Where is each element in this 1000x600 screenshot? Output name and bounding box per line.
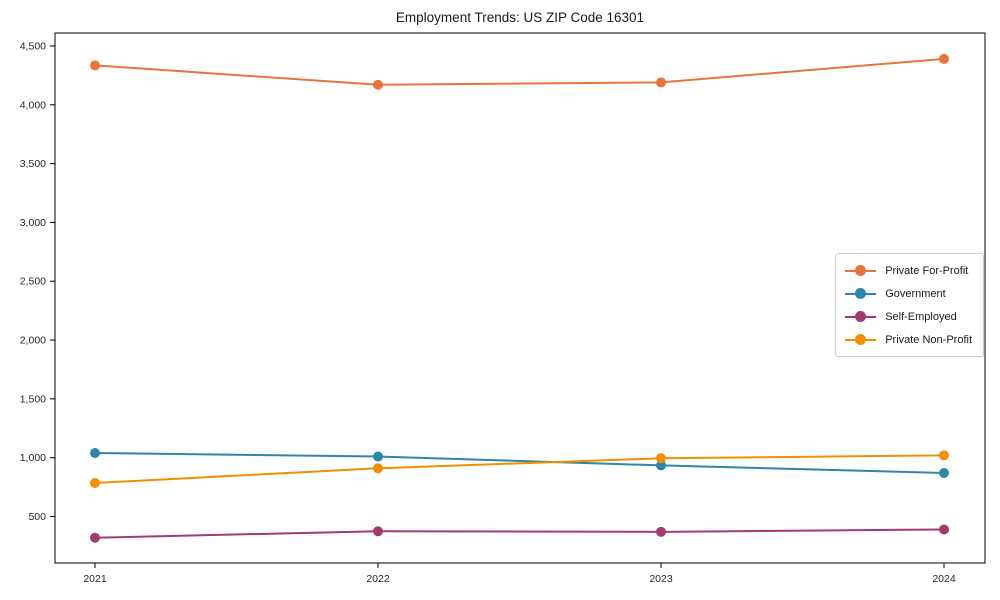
data-point-private-non-profit <box>373 463 383 474</box>
legend-marker-icon <box>845 288 877 299</box>
data-point-self-employed <box>373 526 383 537</box>
data-point-private-for-profit <box>373 79 383 90</box>
y-axis-tick-label: 4,000 <box>20 99 46 111</box>
legend-dot-sample <box>855 311 867 322</box>
legend-dot-sample <box>855 334 867 345</box>
data-point-private-non-profit <box>90 478 100 488</box>
data-point-self-employed <box>939 524 949 535</box>
legend-label: Private For-Profit <box>885 264 969 277</box>
data-point-self-employed <box>90 532 100 543</box>
y-axis-tick-label: 2,000 <box>20 335 46 347</box>
series-line-self-employed <box>94 528 945 539</box>
x-axis-tick-label: 2023 <box>649 573 673 585</box>
data-point-government <box>939 468 949 478</box>
data-point-government <box>656 460 666 471</box>
data-point-private-for-profit <box>90 60 100 71</box>
legend-label: Self-Employed <box>885 310 957 323</box>
x-axis-tick-label: 2021 <box>83 573 107 585</box>
legend-marker-icon <box>845 311 877 322</box>
y-axis-tick-label: 1,500 <box>20 393 46 405</box>
data-point-private-for-profit <box>656 77 666 88</box>
series-line-private-non-profit <box>94 454 945 484</box>
series-line-government <box>94 452 945 474</box>
y-axis-tick-label: 500 <box>28 511 46 523</box>
legend-marker-icon <box>845 334 877 345</box>
legend-label: Government <box>885 287 946 300</box>
y-axis-tick-label: 3,000 <box>20 217 46 229</box>
legend-label: Private Non-Profit <box>885 333 972 346</box>
legend-dot-sample <box>855 265 867 276</box>
data-point-private-non-profit <box>939 450 949 461</box>
legend-marker-icon <box>845 265 877 276</box>
series-line-private-for-profit <box>94 57 945 86</box>
axes-frame <box>54 32 986 564</box>
legend-item-private-non-profit: Private Non-Profit <box>845 331 972 348</box>
data-point-government <box>373 451 383 462</box>
x-axis-tick-label: 2022 <box>366 573 390 585</box>
y-axis-tick-label: 4,500 <box>20 40 46 52</box>
y-axis-tick-label: 3,500 <box>20 158 46 170</box>
data-point-self-employed <box>656 526 666 537</box>
data-point-private-non-profit <box>656 453 666 464</box>
legend-item-private-for-profit: Private For-Profit <box>845 262 972 279</box>
data-point-government <box>90 448 100 458</box>
data-point-private-for-profit <box>939 53 949 64</box>
legend-item-self-employed: Self-Employed <box>845 308 972 325</box>
legend-dot-sample <box>855 288 867 299</box>
legend-item-government: Government <box>845 285 972 302</box>
x-axis-tick-label: 2024 <box>932 573 956 585</box>
y-axis-tick-label: 1,000 <box>20 452 46 464</box>
y-axis-tick-label: 2,500 <box>20 276 46 288</box>
legend: Private For-Profit Government Self-Employe… <box>835 253 984 357</box>
chart-title: Employment Trends: US ZIP Code 16301 <box>395 10 645 25</box>
